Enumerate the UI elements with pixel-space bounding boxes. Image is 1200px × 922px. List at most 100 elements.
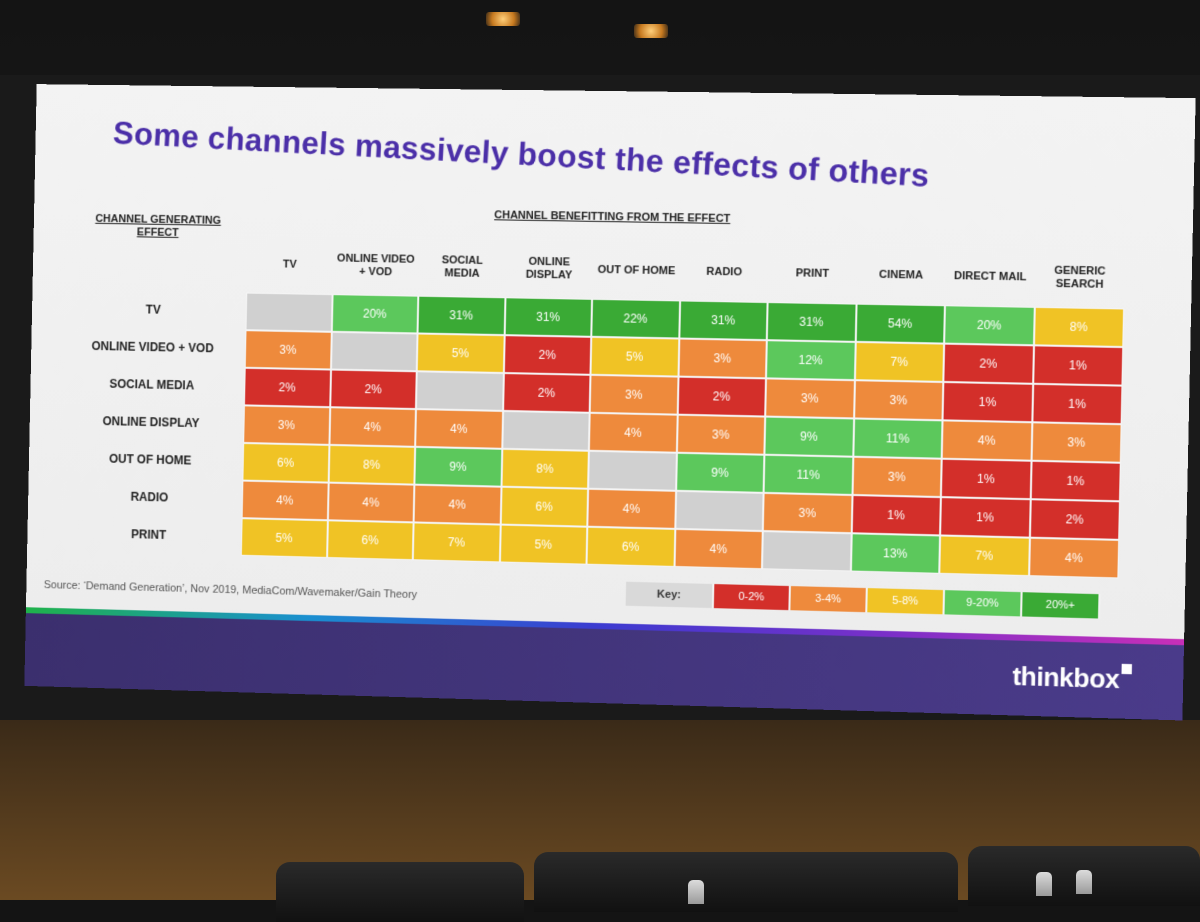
- heatmap-cell: 2%: [677, 376, 766, 417]
- heatmap-cell: 3%: [676, 414, 766, 455]
- heatmap-cell: 3%: [243, 405, 330, 445]
- heatmap-cell: 4%: [587, 488, 676, 529]
- heatmap-cell: 4%: [1028, 537, 1120, 579]
- row-label: SOCIAL MEDIA: [109, 376, 195, 393]
- water-bottle: [688, 880, 704, 904]
- heatmap-cell: 4%: [415, 409, 503, 449]
- brand-logo: thinkbox: [1011, 660, 1133, 696]
- key-item-2: 5-8%: [867, 588, 946, 615]
- heatmap-cell: 3%: [1031, 422, 1122, 463]
- row-label: OUT OF HOME: [108, 451, 192, 468]
- heatmap-cell: 20%: [944, 305, 1035, 346]
- heatmap-cell: 4%: [241, 480, 329, 521]
- heatmap-cell: 4%: [674, 528, 763, 570]
- heatmap-cell: 8%: [501, 448, 589, 489]
- key-item-4: 20%+: [1022, 592, 1101, 619]
- heatmap-cell: 1%: [942, 381, 1033, 423]
- heatmap-cell: 7%: [854, 341, 945, 382]
- heatmap-cell: 4%: [328, 407, 416, 447]
- heatmap-cell: 2%: [1029, 499, 1121, 540]
- heatmap-cell: [761, 531, 852, 572]
- heatmap-cell: 2%: [329, 369, 417, 410]
- heatmap-cell: 22%: [591, 298, 680, 339]
- heatmap-cell: 1%: [1032, 345, 1124, 386]
- heatmap-cell: 7%: [939, 535, 1030, 577]
- heatmap-cell: 3%: [765, 378, 855, 419]
- heatmap-cell: 20%: [331, 294, 419, 334]
- row-label: TV: [145, 302, 161, 317]
- heatmap-grid: TV ONLINE VIDEO + VOD SOCIAL MEDIA ONLINE D…: [56, 232, 1161, 585]
- column-label: GENERIC SEARCH: [1054, 264, 1106, 291]
- heatmap-cell: 1%: [940, 497, 1031, 538]
- heatmap-cell: 2%: [243, 367, 331, 408]
- footer-band: thinkbox: [24, 613, 1184, 721]
- heatmap-cell: 7%: [412, 522, 501, 563]
- heatmap-cell: 4%: [413, 484, 502, 525]
- column-label: TV: [282, 258, 297, 271]
- heatmap-cell: 3%: [762, 492, 853, 534]
- source-note: Source: ‘Demand Generation’, Nov 2019, M…: [43, 579, 418, 602]
- key-item-1: 3-4%: [790, 586, 868, 613]
- heatmap-cell: [245, 292, 333, 332]
- heatmap-cell: [674, 490, 764, 532]
- heatmap-cell: 12%: [765, 340, 856, 381]
- heatmap-cell: 6%: [500, 486, 589, 527]
- brand-text: thinkbox: [1011, 660, 1120, 695]
- heatmap-cell: 6%: [326, 520, 414, 561]
- heatmap-cell: 5%: [499, 524, 588, 565]
- heatmap-cell: [415, 371, 504, 411]
- heatmap-cell: 1%: [940, 458, 1032, 500]
- heatmap-cell: [330, 331, 418, 372]
- heatmap-cell: 8%: [1033, 306, 1125, 348]
- row-label: PRINT: [130, 527, 167, 542]
- color-key: Key: 0-2% 3-4% 5-8% 9-20% 20%+: [625, 581, 1101, 619]
- heatmap-cell: 2%: [503, 335, 592, 375]
- ceiling-light-right: [634, 24, 668, 38]
- heatmap-cell: 5%: [240, 518, 328, 558]
- column-label: DIRECT MAIL: [953, 269, 1027, 283]
- heatmap-cell: 11%: [852, 418, 943, 459]
- seat-middle: [534, 852, 958, 912]
- heatmap-cell: 9%: [675, 452, 765, 493]
- heatmap-cell: 31%: [504, 297, 593, 337]
- water-bottle: [1036, 872, 1052, 896]
- heatmap-cell: 31%: [678, 300, 768, 341]
- row-label: ONLINE VIDEO + VOD: [91, 339, 214, 356]
- heatmap-cell: 4%: [941, 420, 1032, 461]
- heatmap-cell: 4%: [327, 482, 415, 523]
- heatmap-cell: 31%: [766, 302, 857, 342]
- heatmap-cell: 3%: [589, 374, 679, 415]
- column-label: CINEMA: [878, 268, 924, 282]
- heatmap-cell: 13%: [850, 533, 941, 574]
- heatmap-cell: 1%: [1030, 460, 1121, 502]
- slide: Some channels massively boost the effect…: [24, 84, 1196, 721]
- heatmap-cell: 2%: [502, 373, 591, 413]
- heatmap-cell: 54%: [855, 303, 945, 344]
- key-item-3: 9-20%: [944, 590, 1023, 617]
- column-label: ONLINE DISPLAY: [525, 255, 573, 282]
- heatmap-cell: 8%: [328, 444, 416, 485]
- heatmap-cell: 9%: [414, 446, 502, 487]
- heatmap-cell: 9%: [764, 416, 854, 457]
- column-label: RADIO: [706, 265, 743, 278]
- heatmap-cell: 6%: [242, 442, 329, 483]
- ceiling-light-left: [486, 12, 520, 26]
- benefit-header: CHANNEL BENEFITTING FROM THE EFFECT: [494, 209, 731, 226]
- heatmap-cell: 3%: [852, 456, 942, 498]
- column-label: ONLINE VIDEO + VOD: [336, 252, 415, 279]
- heatmap-cell: 1%: [851, 494, 941, 536]
- heatmap-cell: 3%: [678, 338, 767, 379]
- heatmap-cell: [588, 450, 677, 491]
- key-item-0: 0-2%: [713, 584, 791, 611]
- heatmap-cell: 5%: [416, 333, 505, 374]
- column-label: OUT OF HOME: [597, 263, 676, 277]
- heatmap-cell: [501, 410, 590, 451]
- brand-square-icon: [1121, 663, 1133, 675]
- heatmap-cell: 4%: [588, 412, 678, 453]
- heatmap-cell: 2%: [943, 343, 1034, 384]
- heatmap-cell: 11%: [763, 454, 853, 495]
- heatmap-cell: 3%: [853, 380, 944, 421]
- column-label: SOCIAL MEDIA: [441, 254, 484, 280]
- heatmap-cell: 6%: [586, 526, 675, 567]
- heatmap-cell: 1%: [1031, 383, 1123, 425]
